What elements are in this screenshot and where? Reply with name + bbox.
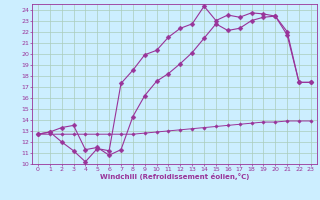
X-axis label: Windchill (Refroidissement éolien,°C): Windchill (Refroidissement éolien,°C) — [100, 173, 249, 180]
